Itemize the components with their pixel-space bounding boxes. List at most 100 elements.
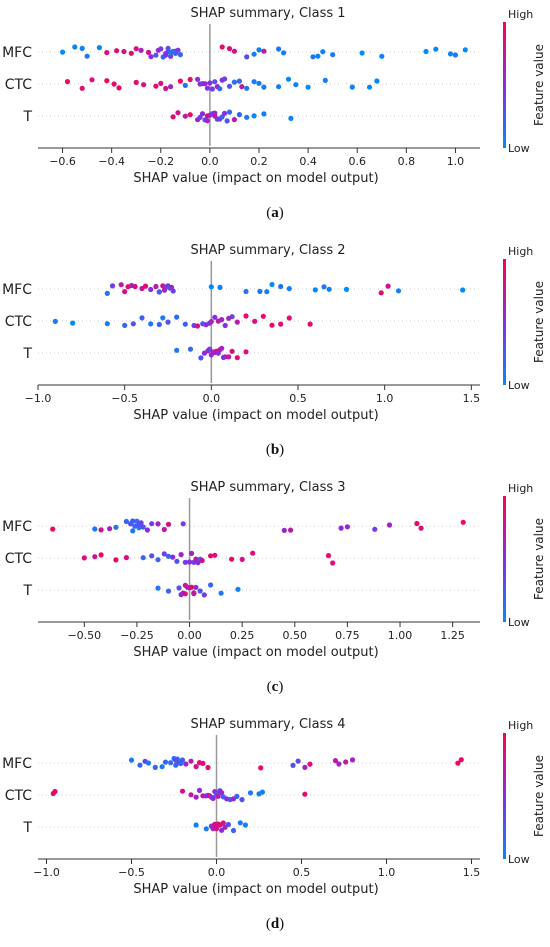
x-tick-label: −0.25 (120, 629, 154, 642)
shap-point-ctc (212, 552, 218, 558)
shap-point-mfc (163, 51, 169, 57)
shap-point-mfc (177, 52, 183, 58)
shap-point-t (170, 114, 176, 120)
panel-caption: (d) (0, 916, 550, 933)
shap-point-ctc (199, 557, 205, 564)
feature-label-ctc: CTC (5, 314, 33, 330)
shap-point-mfc (205, 764, 211, 771)
x-tick-label: −1.0 (25, 392, 52, 405)
shap-point-mfc (148, 286, 154, 293)
shap-point-ctc (156, 321, 162, 328)
panel-caption: (c) (0, 679, 550, 696)
shap-point-ctc (293, 82, 299, 88)
shap-point-mfc (152, 764, 158, 770)
x-tick-label: 1.5 (463, 392, 481, 405)
shap-point-ctc (208, 553, 214, 559)
shap-point-t (222, 110, 228, 116)
shap-point-ctc (259, 789, 265, 795)
shap-point-t (204, 118, 210, 124)
colorbar-high-label: High (508, 8, 533, 21)
colorbar-title: Feature value (532, 44, 546, 126)
shap-chart-svg: SHAP summary, Class 4 MFC CTC T −1.0 −0.5 0.0 0… (2, 717, 546, 897)
caption-letter: d (270, 916, 280, 932)
feature-label-t: T (22, 820, 32, 836)
shap-point-mfc (423, 48, 429, 55)
shap-point-ctc (276, 84, 282, 90)
caption-letter: c (271, 679, 279, 695)
shap-point-mfc (179, 757, 186, 763)
shap-point-mfc (156, 289, 162, 295)
shap-point-t (155, 585, 161, 591)
shap-point-t (203, 826, 209, 832)
shap-point-ctc (244, 85, 250, 91)
shap-point-ctc (139, 315, 145, 321)
shap-point-t (231, 117, 237, 123)
panel-caption: (b) (0, 442, 550, 459)
shap-point-mfc (385, 283, 391, 289)
feature-label-mfc: MFC (2, 45, 32, 61)
shap-point-mfc (142, 283, 149, 289)
x-axis-label: SHAP value (impact on model output) (133, 408, 378, 423)
shap-point-ctc (130, 321, 136, 327)
colorbar-title: Feature value (532, 281, 546, 363)
shap-point-mfc (173, 757, 179, 763)
shap-point-t (219, 345, 225, 351)
shap-point-mfc (193, 764, 199, 770)
shap-point-ctc (234, 319, 240, 325)
shap-point-ctc (234, 793, 240, 799)
shap-point-mfc (251, 51, 257, 57)
shap-point-ctc (98, 552, 104, 558)
shap-point-mfc (188, 758, 194, 764)
shap-point-mfc (92, 526, 98, 532)
feature-label-t: T (22, 583, 32, 599)
shap-point-mfc (217, 284, 223, 290)
shap-chart-svg: SHAP summary, Class 1 MFC CTC T −0.6 −0.4 −0.2… (2, 6, 546, 186)
shap-point-ctc (325, 553, 332, 559)
shap-point-t (182, 591, 188, 597)
x-tick-label: −0.5 (118, 866, 145, 879)
shap-point-mfc (208, 284, 214, 290)
shap-point-ctc (202, 81, 208, 87)
shap-point-ctc (204, 85, 210, 91)
shap-point-mfc (180, 521, 186, 527)
shap-point-mfc (295, 758, 301, 764)
shap-point-ctc (222, 76, 228, 82)
feature-label-mfc: MFC (2, 756, 32, 772)
shap-point-ctc (52, 318, 58, 324)
feature-label-ctc: CTC (5, 551, 33, 567)
shap-point-ctc (217, 86, 223, 92)
shap-point-mfc (349, 757, 356, 763)
shap-point-t (225, 821, 231, 828)
shap-point-ctc (165, 319, 171, 325)
shap-point-t (237, 820, 243, 826)
x-tick-label: −0.4 (98, 155, 125, 168)
shap-point-mfc (418, 525, 424, 531)
shap-point-ctc (182, 559, 188, 565)
shap-point-t (175, 110, 181, 116)
shap-point-ctc (153, 83, 159, 89)
shap-panel-b: SHAP summary, Class 2 MFC CTC T −1.0 −0.5 0.0 0… (0, 237, 550, 473)
shap-point-ctc (113, 557, 119, 563)
shap-point-mfc (219, 44, 225, 50)
x-tick-label: 0.00 (177, 629, 202, 642)
shap-point-t (236, 112, 242, 118)
shap-point-mfc (145, 49, 152, 56)
shap-panel-c: SHAP summary, Class 3 MFC CTC T −0.50 −0.25 0.… (0, 474, 550, 710)
shap-point-mfc (114, 48, 120, 54)
shap-point-ctc (236, 78, 242, 84)
shap-point-mfc (159, 764, 165, 770)
shap-point-ctc (239, 556, 245, 562)
shap-point-t (197, 114, 203, 120)
shap-point-ctc (243, 313, 249, 319)
shap-point-ctc (133, 79, 139, 85)
shap-point-ctc (193, 794, 199, 800)
shap-point-mfc (343, 759, 349, 765)
shap-point-ctc (160, 315, 166, 321)
shap-point-ctc (239, 797, 245, 803)
shap-point-ctc (208, 319, 214, 325)
shap-point-mfc (122, 289, 128, 295)
shap-point-mfc (462, 47, 468, 53)
shap-point-ctc (182, 82, 188, 88)
shap-point-mfc (452, 52, 458, 58)
shap-point-ctc (168, 84, 174, 90)
